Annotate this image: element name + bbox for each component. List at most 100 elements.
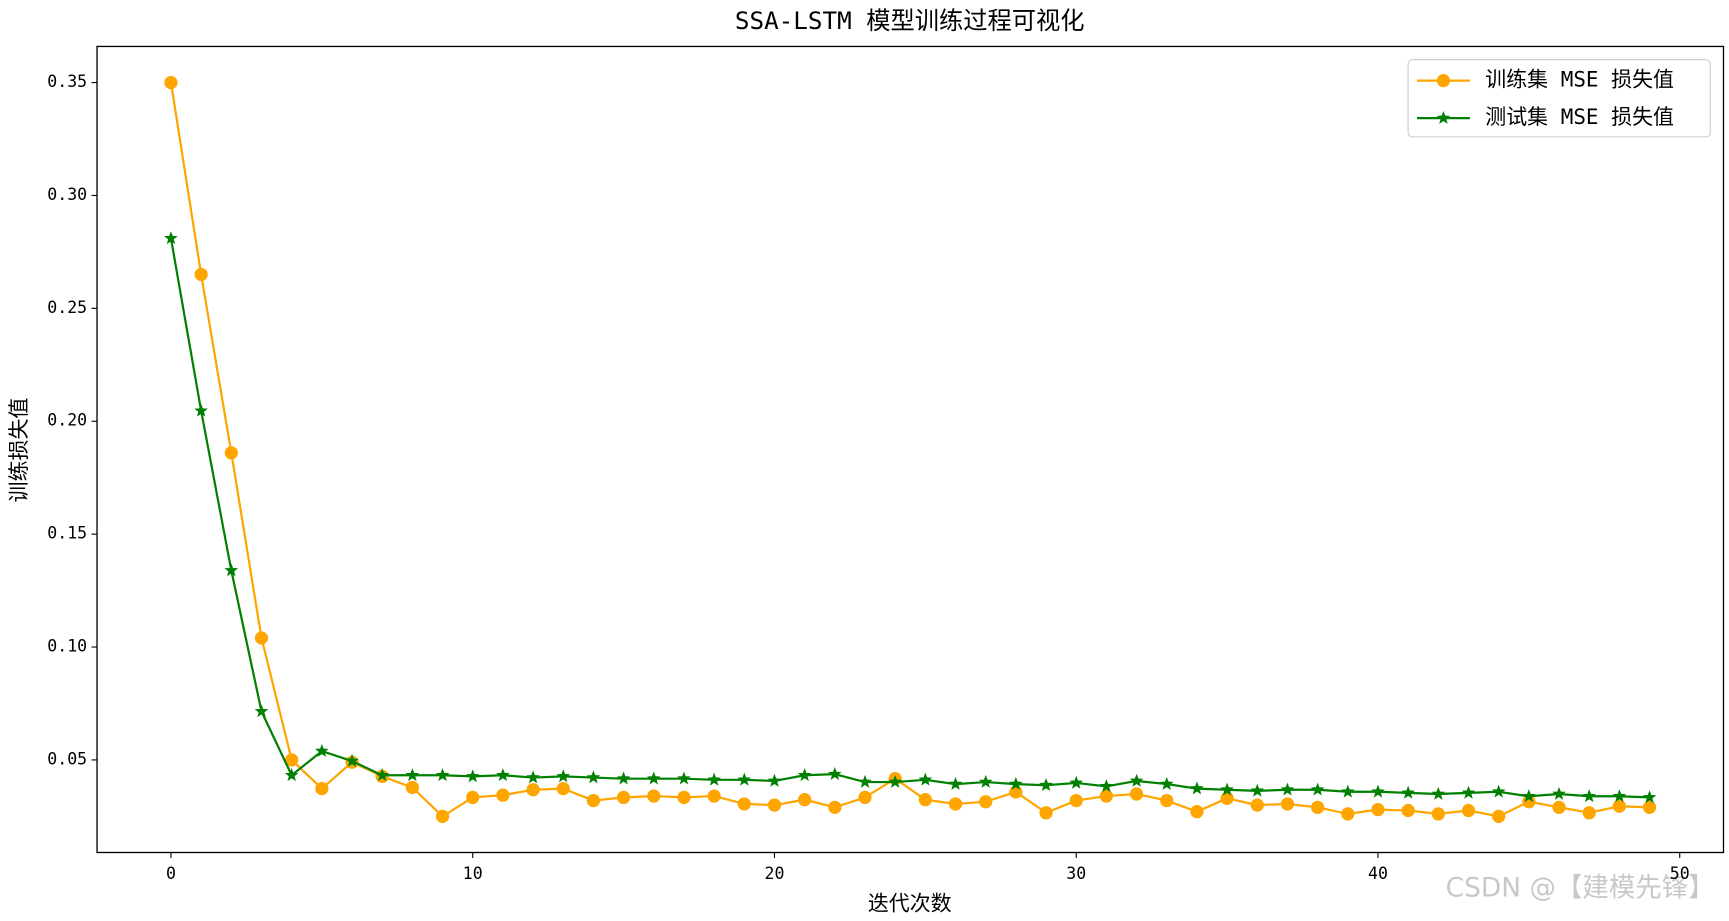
- marker-star: [978, 774, 993, 788]
- marker-star: [1190, 781, 1204, 795]
- legend-label: 训练集 MSE 损失值: [1485, 68, 1674, 92]
- marker-star: [345, 753, 359, 767]
- marker-star: [1582, 789, 1597, 803]
- marker-star: [586, 770, 601, 784]
- marker-star: [1039, 778, 1053, 792]
- y-tick-label: 0.30: [47, 185, 87, 204]
- y-tick-label: 0.05: [47, 749, 87, 768]
- marker-circle: [1552, 800, 1566, 814]
- marker-circle: [1160, 793, 1174, 808]
- marker-circle: [254, 631, 269, 645]
- marker-star: [526, 770, 540, 784]
- marker-star: [375, 768, 390, 782]
- marker-circle: [948, 797, 963, 811]
- marker-star: [918, 772, 933, 786]
- marker-star: [1250, 783, 1265, 797]
- y-axis-label: 训练损失值: [7, 398, 31, 503]
- marker-star: [616, 771, 631, 785]
- marker-star: [1371, 784, 1385, 798]
- marker-star: [1612, 789, 1627, 803]
- marker-circle: [496, 788, 510, 802]
- plot-frame: [96, 45, 1725, 854]
- x-axis-label: 迭代次数: [868, 891, 952, 915]
- marker-circle: [1371, 802, 1385, 817]
- marker-circle: [647, 789, 661, 803]
- marker-star: [1491, 784, 1506, 798]
- series-line: [169, 238, 1650, 799]
- marker-circle: [707, 789, 721, 803]
- marker-star: [194, 403, 208, 417]
- marker-circle: [1436, 74, 1451, 88]
- marker-circle: [526, 783, 540, 797]
- marker-star: [164, 231, 178, 245]
- marker-star: [1522, 789, 1536, 803]
- x-tick-label: 20: [765, 864, 785, 883]
- marker-star: [1642, 790, 1657, 804]
- marker-circle: [1280, 797, 1295, 811]
- marker-circle: [1129, 787, 1144, 801]
- marker-circle: [1099, 789, 1114, 803]
- marker-circle: [616, 790, 631, 805]
- marker-star: [677, 771, 691, 785]
- marker-circle: [1069, 793, 1083, 808]
- marker-circle: [1039, 806, 1053, 820]
- y-tick-label: 0.25: [47, 298, 87, 317]
- marker-star: [1069, 775, 1084, 789]
- legend-label: 测试集 MSE 损失值: [1485, 105, 1674, 129]
- marker-star: [1220, 782, 1234, 796]
- marker-circle: [1582, 806, 1596, 820]
- marker-circle: [405, 780, 419, 795]
- marker-star: [435, 768, 450, 782]
- y-tick-label: 0.15: [47, 524, 87, 543]
- marker-star: [496, 768, 510, 782]
- marker-star: [707, 772, 721, 786]
- x-tick-label: 50: [1670, 864, 1690, 883]
- marker-star: [858, 774, 872, 788]
- marker-circle: [1009, 785, 1023, 799]
- marker-circle: [828, 800, 842, 814]
- marker-circle: [1431, 807, 1445, 821]
- marker-star: [1436, 110, 1451, 124]
- marker-star: [1431, 786, 1446, 800]
- marker-circle: [1220, 791, 1234, 805]
- y-tick-label: 0.35: [47, 72, 87, 91]
- marker-circle: [194, 267, 208, 282]
- marker-circle: [586, 793, 601, 808]
- marker-star: [1552, 786, 1566, 800]
- marker-circle: [1401, 803, 1415, 818]
- marker-star: [284, 768, 299, 782]
- x-tick-label: 0: [166, 864, 176, 883]
- marker-circle: [435, 809, 450, 823]
- marker-star: [1280, 782, 1295, 796]
- marker-circle: [164, 75, 178, 90]
- marker-star: [1310, 782, 1325, 796]
- marker-circle: [285, 753, 299, 767]
- marker-star: [1340, 784, 1355, 798]
- y-tick-label: 0.20: [47, 411, 87, 430]
- marker-star: [405, 768, 420, 782]
- x-tick-label: 10: [463, 864, 483, 883]
- marker-star: [465, 769, 480, 783]
- x-tick-label: 40: [1368, 864, 1388, 883]
- marker-star: [1401, 785, 1415, 799]
- legend-box: [1407, 59, 1711, 138]
- marker-star: [556, 769, 571, 783]
- marker-circle: [979, 795, 993, 809]
- marker-star: [1129, 773, 1144, 787]
- marker-star: [315, 743, 329, 757]
- chart-title: SSA-LSTM 模型训练过程可视化: [735, 6, 1085, 35]
- marker-circle: [1250, 798, 1264, 812]
- marker-circle: [1492, 809, 1506, 823]
- series-line: [169, 82, 1650, 818]
- marker-star: [888, 774, 902, 788]
- y-tick-label: 0.10: [47, 637, 87, 656]
- marker-star: [1009, 776, 1023, 790]
- marker-circle: [1190, 805, 1204, 819]
- marker-circle: [1612, 799, 1626, 813]
- marker-circle: [1311, 800, 1325, 814]
- marker-star: [254, 704, 269, 718]
- marker-circle: [767, 798, 782, 812]
- marker-star: [224, 563, 239, 577]
- marker-star: [767, 773, 782, 787]
